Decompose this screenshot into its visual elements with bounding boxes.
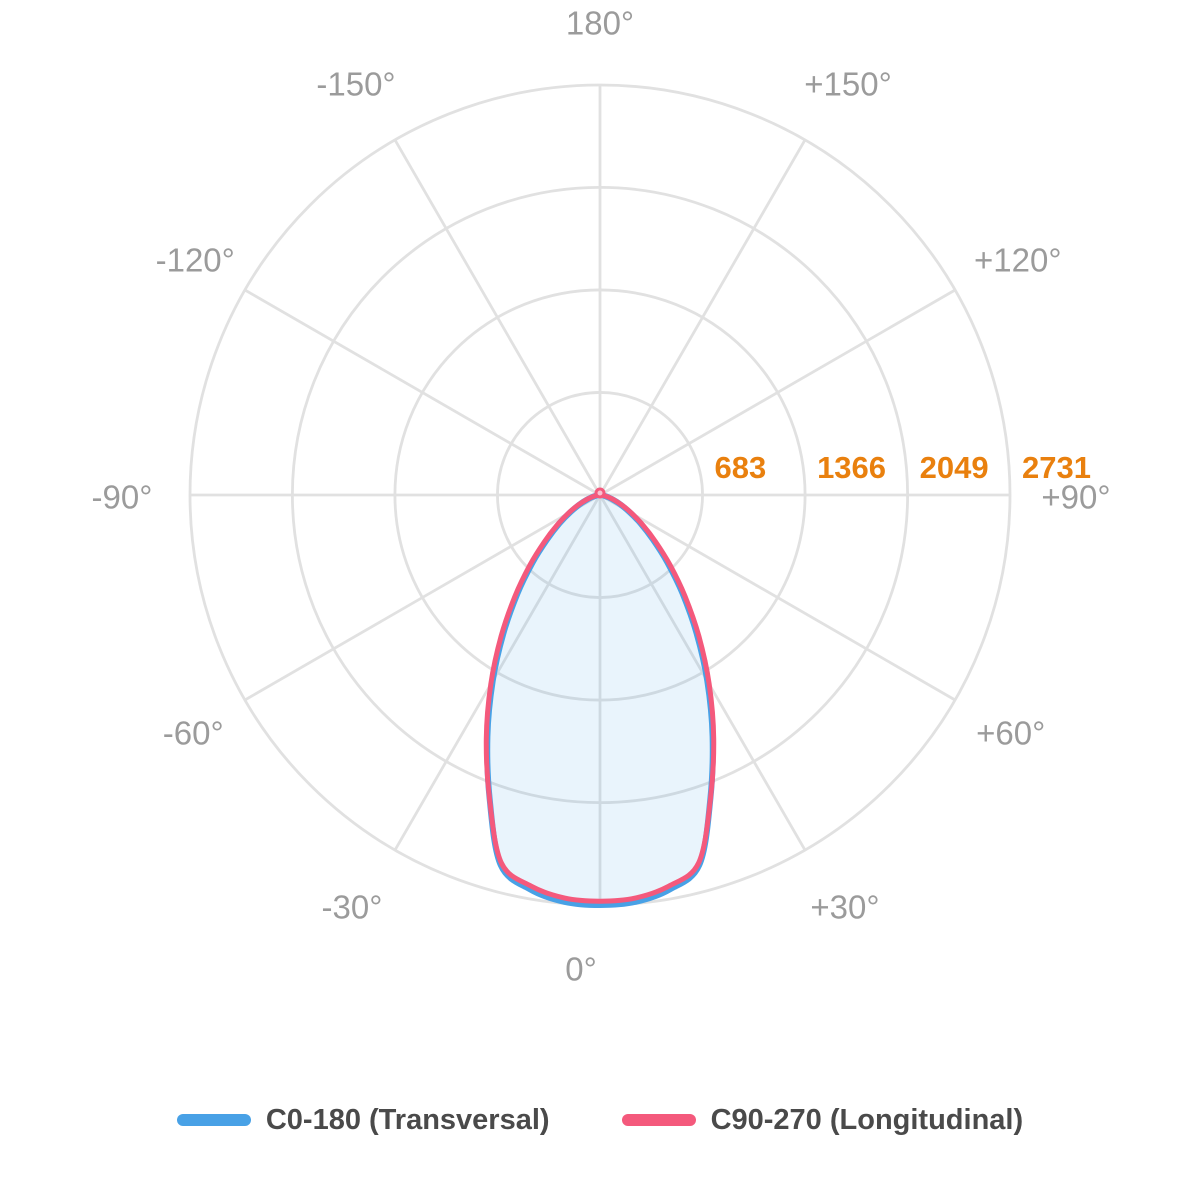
legend-item-c0-180[interactable]: C0-180 (Transversal) [176, 1103, 550, 1138]
grid-spoke-150 [598, 139, 807, 496]
legend-item-c90-270[interactable]: C90-270 (Longitudinal) [621, 1103, 1024, 1138]
chart-legend: C0-180 (Transversal) C90-270 (Longitudin… [0, 1103, 1200, 1138]
c0-180-legend-swatch [176, 1114, 251, 1127]
grid-spoke-240 [244, 288, 601, 497]
c90-270-legend-label: C90-270 (Longitudinal) [710, 1104, 1024, 1136]
grid-spoke-330 [393, 494, 602, 851]
grid-spoke-120 [599, 288, 956, 497]
c90-270-legend-swatch [621, 1114, 696, 1127]
polar-chart: 180° -150° +150° -120° +120° -90° +90° -60° +60°… [92, 7, 1111, 986]
c0-180-legend-label: C0-180 (Transversal) [265, 1104, 550, 1136]
polar-chart-svg [188, 83, 1012, 908]
c0-180-area-fill [487, 495, 713, 905]
c90-270-curve [483, 492, 717, 904]
series-point-marker [594, 487, 606, 499]
grid-spoke-60 [599, 493, 956, 702]
grid-spoke-210 [393, 139, 602, 496]
grid-spoke-30 [598, 494, 807, 851]
grid-spoke-300 [244, 493, 601, 702]
